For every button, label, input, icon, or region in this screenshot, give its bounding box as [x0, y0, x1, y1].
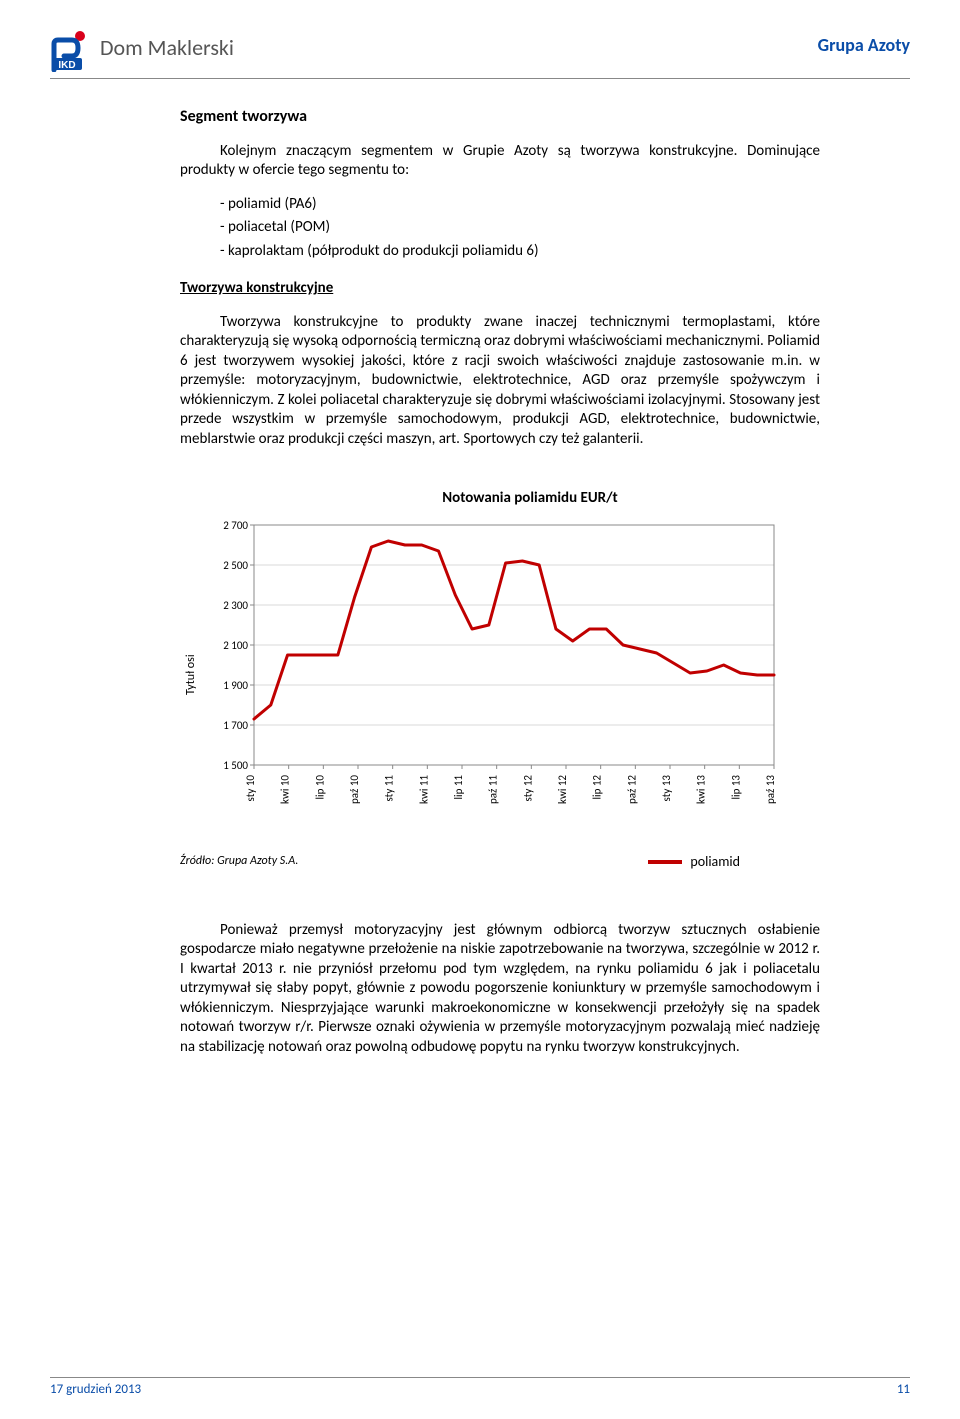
- closing-paragraph: Ponieważ przemysł motoryzacyjny jest głó…: [180, 921, 820, 1058]
- svg-text:paź 13: paź 13: [764, 774, 777, 803]
- svg-text:kwi 12: kwi 12: [556, 774, 569, 803]
- svg-text:paź 11: paź 11: [486, 774, 499, 803]
- svg-text:kwi 13: kwi 13: [694, 774, 707, 803]
- svg-text:IKD: IKD: [58, 60, 75, 71]
- page-header: IKD Dom Maklerski Grupa Azoty: [50, 30, 910, 79]
- line-chart: 1 500 1 700 1 900 2 100 2 300 2 500 2 700 sty 1…: [204, 515, 820, 835]
- list-item: - kaprolaktam (półprodukt do produkcji p…: [220, 242, 820, 262]
- svg-text:sty 11: sty 11: [382, 774, 395, 801]
- svg-text:lip 10: lip 10: [313, 774, 326, 799]
- svg-text:paź 10: paź 10: [348, 774, 361, 803]
- svg-text:lip 13: lip 13: [729, 774, 742, 799]
- list-item: - poliacetal (POM): [220, 218, 820, 238]
- subsection-title: Tworzywa konstrukcyjne: [180, 279, 820, 299]
- legend-label: poliamid: [690, 853, 740, 871]
- svg-text:2 300: 2 300: [223, 599, 248, 612]
- svg-text:sty 10: sty 10: [244, 774, 257, 801]
- page-footer: 17 grudzień 2013 11: [50, 1377, 910, 1399]
- chart-legend: poliamid: [648, 853, 820, 871]
- company-name: Grupa Azoty: [818, 30, 910, 57]
- svg-text:sty 13: sty 13: [660, 774, 673, 801]
- legend-swatch: [648, 860, 682, 864]
- svg-text:kwi 11: kwi 11: [417, 774, 430, 803]
- footer-date: 17 grudzień 2013: [50, 1382, 141, 1399]
- chart-container: Notowania poliamidu EUR/t Tytuł osi 1 50…: [180, 489, 820, 871]
- bullet-list: - poliamid (PA6) - poliacetal (POM) - ka…: [220, 195, 820, 262]
- svg-text:2 700: 2 700: [223, 519, 248, 532]
- svg-text:1 700: 1 700: [223, 719, 248, 732]
- body-paragraph: Tworzywa konstrukcyjne to produkty zwane…: [180, 313, 820, 450]
- chart-source: Źródło: Grupa Azoty S.A.: [180, 854, 298, 870]
- svg-text:kwi 10: kwi 10: [278, 774, 291, 803]
- chart-ylabel: Tytuł osi: [180, 515, 204, 835]
- svg-text:lip 11: lip 11: [452, 774, 465, 799]
- pko-logo-icon: IKD: [50, 30, 92, 72]
- svg-text:1 900: 1 900: [223, 679, 248, 692]
- svg-text:1 500: 1 500: [223, 759, 248, 772]
- list-item: - poliamid (PA6): [220, 195, 820, 215]
- svg-text:2 500: 2 500: [223, 559, 248, 572]
- svg-text:paź 12: paź 12: [625, 774, 638, 803]
- section-title: Segment tworzywa: [180, 107, 820, 128]
- brand-name: Dom Maklerski: [100, 30, 234, 63]
- brand-logo: IKD Dom Maklerski: [50, 30, 234, 72]
- footer-page: 11: [897, 1382, 910, 1399]
- svg-text:sty 12: sty 12: [521, 774, 534, 801]
- intro-paragraph: Kolejnym znaczącym segmentem w Grupie Az…: [180, 142, 820, 181]
- chart-title: Notowania poliamidu EUR/t: [180, 489, 820, 509]
- svg-text:2 100: 2 100: [223, 639, 248, 652]
- svg-text:lip 12: lip 12: [590, 774, 603, 799]
